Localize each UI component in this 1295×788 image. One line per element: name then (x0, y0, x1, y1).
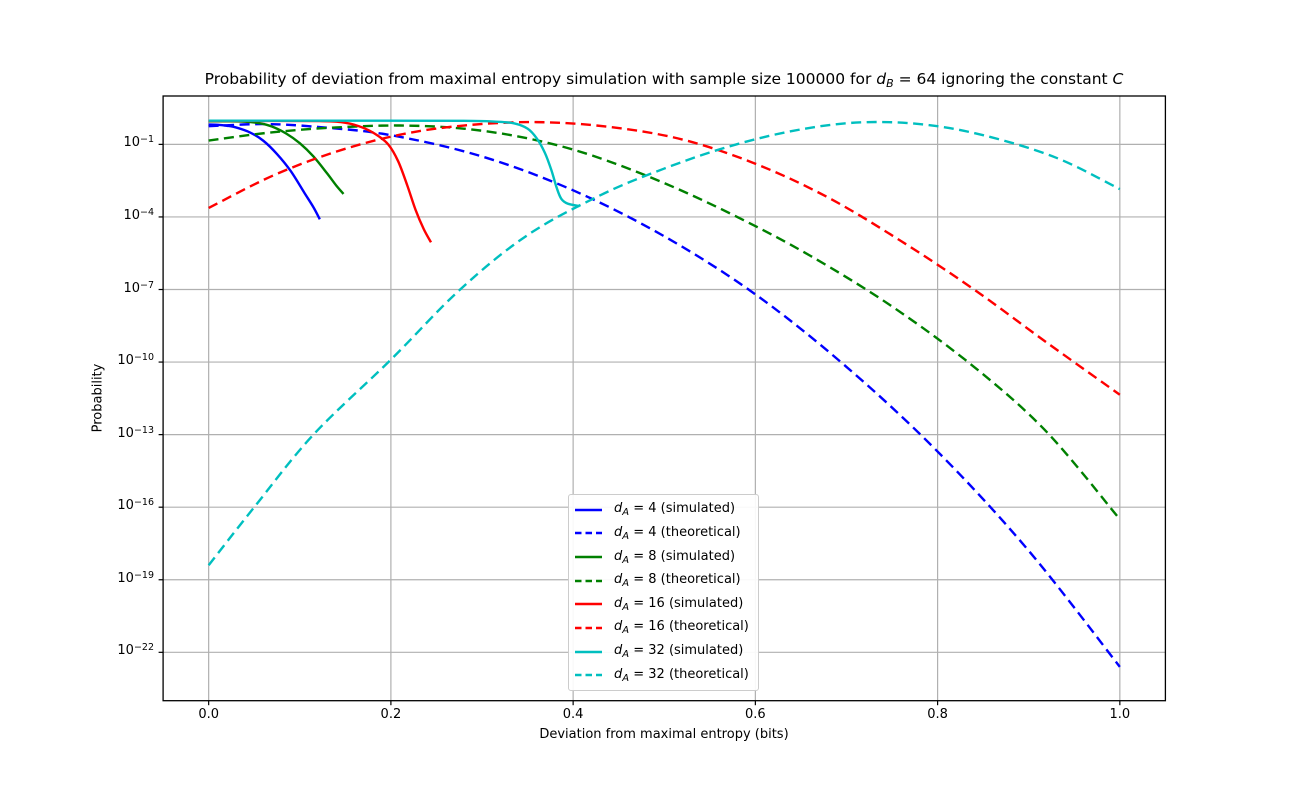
legend-label: dA = 32 (simulated) (614, 643, 743, 660)
x-tick-label: 0.6 (745, 707, 766, 722)
legend-label-part: = 32 (simulated) (629, 643, 744, 659)
legend-label-part: A (622, 554, 630, 566)
y-axis-label: Probability (90, 363, 106, 433)
y-tick-exponent: −1 (139, 134, 154, 146)
curve-d-a-16-simulated (208, 119, 433, 243)
y-tick-base: 10 (117, 353, 134, 369)
y-tick-exponent: −16 (133, 497, 154, 509)
legend-label-part: d (614, 595, 623, 611)
chart-title: Probability of deviation from maximal en… (163, 70, 1165, 90)
legend-label-part: A (622, 672, 630, 684)
y-tick-label: 10−7 (80, 280, 154, 296)
curve-d-a-32-simulated (208, 119, 580, 208)
y-tick-exponent: −10 (133, 352, 154, 364)
y-tick-label: 10−16 (80, 497, 154, 513)
x-tick-label: 0.4 (562, 707, 584, 722)
legend-dashed-line-sample (575, 532, 602, 535)
legend-label-part: A (622, 507, 630, 519)
legend-label-part: d (614, 619, 623, 635)
y-tick-base: 10 (123, 135, 140, 151)
legend-item: dA = 8 (simulated) (575, 545, 758, 569)
curve-d-a-8-theoretical (208, 124, 1121, 521)
x-tick-label: 1.0 (1109, 707, 1131, 722)
legend-label: dA = 32 (theoretical) (614, 667, 749, 684)
y-tick-exponent: −13 (133, 424, 154, 436)
curve-d-a-32-theoretical (207, 120, 1121, 566)
legend-item: dA = 16 (theoretical) (575, 616, 758, 640)
curves (207, 119, 1121, 668)
legend-label-part: = 16 (theoretical) (629, 619, 749, 635)
legend-label-part: = 32 (theoretical) (629, 666, 749, 682)
legend-label-part: = 4 (theoretical) (629, 524, 741, 540)
chart-title-segment: = 64 ignoring the constant (893, 70, 1113, 88)
legend-item: dA = 4 (theoretical) (575, 522, 758, 546)
legend-item: dA = 32 (theoretical) (575, 663, 758, 687)
y-tick-exponent: −7 (139, 279, 154, 291)
legend-label-part: = 8 (theoretical) (629, 572, 741, 588)
legend-label-part: = 8 (simulated) (629, 548, 736, 564)
legend-label-part: A (622, 625, 630, 637)
y-tick-base: 10 (117, 498, 134, 514)
legend-label-part: d (614, 666, 623, 682)
legend-item: dA = 16 (simulated) (575, 593, 758, 617)
legend-item: dA = 8 (theoretical) (575, 569, 758, 593)
y-tick-base: 10 (117, 570, 134, 586)
y-tick-label: 10−1 (80, 134, 154, 150)
chart-title-segment: d (876, 70, 887, 88)
x-tick-label: 0.2 (380, 707, 402, 722)
y-tick-label: 10−22 (80, 642, 154, 658)
chart-title-segment: B (886, 77, 894, 90)
y-tick-label: 10−19 (80, 570, 154, 586)
legend-label-part: A (622, 601, 630, 613)
y-tick-label: 10−13 (80, 425, 154, 441)
y-tick-base: 10 (123, 207, 140, 223)
legend-label-part: d (614, 572, 623, 588)
y-tick-base: 10 (117, 425, 134, 441)
legend-label-part: A (622, 649, 630, 661)
legend-dashed-line-sample (575, 626, 602, 630)
legend-label-part: d (614, 524, 623, 540)
legend: dA = 4 (simulated) dA = 4 (theoretical) dA… (568, 494, 759, 691)
tick-marks (158, 143, 1121, 706)
legend-label-part: A (622, 530, 630, 542)
chart-title-segment: C (1112, 70, 1124, 88)
y-tick-base: 10 (123, 280, 140, 296)
y-tick-base: 10 (117, 643, 134, 659)
x-tick-label: 0.0 (198, 707, 219, 722)
curve-d-a-16-theoretical (208, 120, 1121, 396)
legend-solid-line-sample (575, 508, 602, 512)
legend-solid-line-sample (575, 650, 602, 653)
x-tick-label: 0.8 (927, 707, 948, 722)
legend-item: dA = 4 (simulated) (575, 498, 758, 522)
chart-title-segment: Probability of deviation from maximal en… (204, 70, 877, 88)
legend-label: dA = 8 (theoretical) (614, 572, 741, 589)
axes-spines (162, 95, 1167, 702)
y-tick-exponent: −22 (133, 642, 154, 654)
legend-label: dA = 8 (simulated) (614, 549, 735, 566)
y-tick-exponent: −4 (139, 206, 154, 218)
legend-label: dA = 16 (theoretical) (614, 619, 749, 636)
legend-label-part: = 16 (simulated) (629, 595, 744, 611)
legend-label: dA = 4 (theoretical) (614, 525, 741, 542)
y-tick-exponent: −19 (133, 569, 154, 581)
y-tick-label: 10−4 (80, 207, 154, 223)
legend-label: dA = 16 (simulated) (614, 596, 743, 613)
legend-label-part: d (614, 501, 623, 517)
legend-solid-line-sample (575, 603, 602, 606)
y-tick-label: 10−10 (80, 352, 154, 368)
legend-label-part: d (614, 548, 623, 564)
legend-label: dA = 4 (simulated) (614, 501, 735, 518)
legend-label-part: = 4 (simulated) (629, 501, 736, 517)
x-axis-label: Deviation from maximal entropy (bits) (539, 727, 789, 742)
legend-label-part: d (614, 643, 623, 659)
legend-item: dA = 32 (simulated) (575, 640, 758, 664)
legend-label-part: A (622, 578, 630, 590)
legend-solid-line-sample (575, 555, 602, 559)
legend-dashed-line-sample (575, 673, 602, 677)
legend-dashed-line-sample (575, 579, 602, 582)
